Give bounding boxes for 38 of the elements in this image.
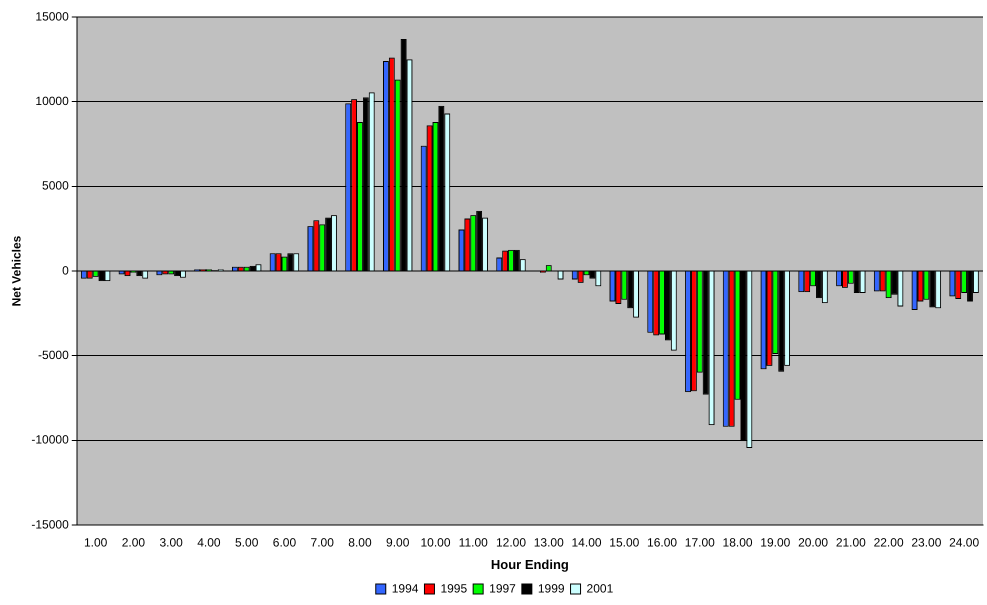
y-tick-label: -15000 — [31, 517, 70, 532]
x-tick-label: 16.00 — [647, 536, 678, 550]
x-tick-label: 6.00 — [272, 536, 296, 550]
x-tick-label: 18.00 — [722, 536, 753, 550]
legend-label: 1994 — [392, 581, 419, 596]
x-tick-label: 5.00 — [235, 536, 259, 550]
x-tick-label: 19.00 — [760, 536, 791, 550]
y-tick-label: -10000 — [31, 432, 70, 447]
x-tick-label: 10.00 — [420, 536, 451, 550]
x-axis-title: Hour Ending — [490, 556, 569, 572]
x-tick-label: 17.00 — [684, 536, 716, 550]
y-tick-label: 0 — [62, 263, 70, 278]
y-tick-label: 15000 — [35, 9, 70, 24]
legend-label: 1997 — [489, 581, 516, 596]
y-tick-label: 10000 — [35, 94, 70, 108]
x-tick-label: 20.00 — [798, 536, 828, 550]
legend-label: 2001 — [586, 581, 614, 596]
x-tick-label: 1.00 — [84, 536, 108, 550]
x-tick-label: 9.00 — [386, 536, 410, 550]
legend-label: 1999 — [538, 581, 565, 596]
x-tick-label: 8.00 — [348, 536, 372, 550]
x-tick-label: 3.00 — [159, 536, 184, 550]
x-tick-label: 22.00 — [874, 536, 904, 550]
x-tick-label: 14.00 — [572, 536, 602, 550]
legend-label: 1995 — [440, 581, 468, 596]
y-tick-label: 5000 — [42, 178, 70, 193]
y-axis-title: Net Vehicles — [10, 235, 24, 306]
x-tick-label: 2.00 — [122, 536, 146, 550]
x-tick-label: 4.00 — [197, 536, 221, 550]
x-tick-label: 7.00 — [310, 536, 334, 550]
x-tick-label: 11.00 — [458, 536, 488, 550]
x-tick-label: 15.00 — [609, 536, 640, 550]
y-tick-label: -5000 — [38, 348, 70, 362]
x-tick-label: 12.00 — [496, 536, 526, 550]
x-tick-label: 24.00 — [949, 536, 980, 550]
x-tick-label: 23.00 — [911, 536, 942, 550]
x-tick-label: 21.00 — [836, 536, 866, 550]
x-tick-label: 13.00 — [534, 536, 564, 550]
